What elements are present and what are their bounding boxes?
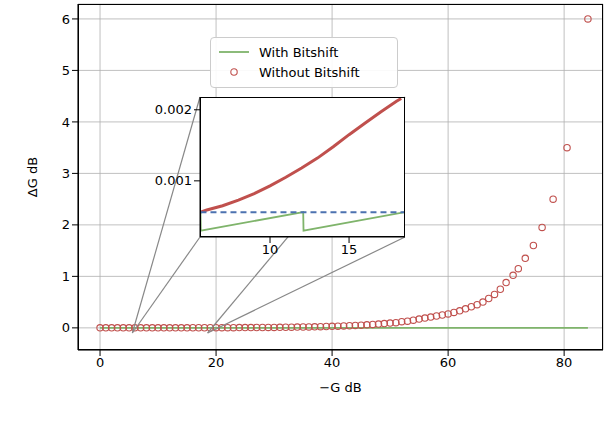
svg-text:0: 0 (96, 355, 104, 370)
svg-text:5: 5 (62, 63, 70, 78)
svg-text:80: 80 (556, 355, 573, 370)
svg-text:0.001: 0.001 (155, 173, 192, 188)
svg-text:−G dB: −G dB (319, 380, 361, 395)
svg-text:6: 6 (62, 12, 70, 27)
html-text:With Bitshift: With Bitshift (259, 44, 339, 60)
html-text:Without Bitshift: Without Bitshift (259, 64, 360, 80)
svg-text:1: 1 (62, 269, 70, 284)
svg-text:0: 0 (62, 320, 70, 335)
svg-text:20: 20 (208, 355, 225, 370)
svg-text:10: 10 (262, 242, 279, 257)
svg-text:ΔG dB: ΔG dB (25, 157, 40, 197)
svg-text:3: 3 (62, 166, 70, 181)
svg-text:15: 15 (341, 242, 358, 257)
svg-text:40: 40 (324, 355, 341, 370)
svg-text:0.002: 0.002 (155, 102, 192, 117)
svg-text:60: 60 (440, 355, 457, 370)
svg-text:2: 2 (62, 217, 70, 232)
svg-text:4: 4 (62, 115, 70, 130)
